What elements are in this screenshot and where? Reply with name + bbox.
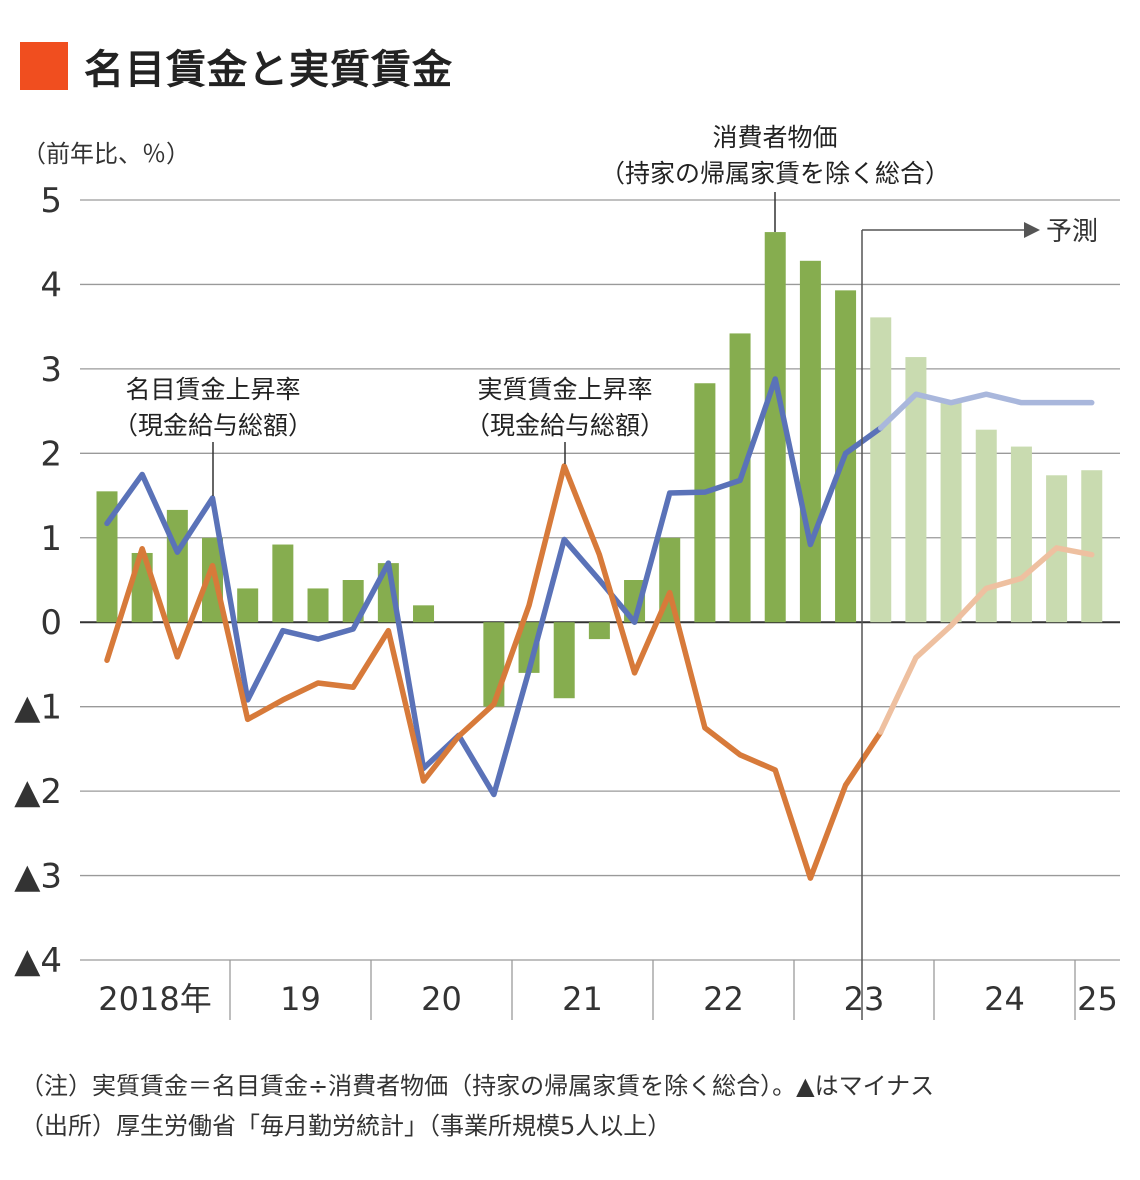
y-tick-label: 2 xyxy=(40,434,62,474)
cpi-bar xyxy=(413,605,435,623)
y-tick-label: 5 xyxy=(40,181,62,221)
nominal-wage-forecast-line xyxy=(877,391,1095,431)
chart-title: 名目賃金と実質賃金 xyxy=(84,47,453,93)
x-year-label: 21 xyxy=(562,980,603,1018)
cpi-bar xyxy=(870,317,892,623)
real-wage-label: （現金給与総額） xyxy=(465,411,665,440)
nominal-wage-label: （現金給与総額） xyxy=(113,411,313,440)
x-year-label: 2018年 xyxy=(98,980,211,1018)
x-year-label: 22 xyxy=(703,980,744,1018)
cpi-label: 消費者物価 xyxy=(712,123,837,152)
cpi-bar xyxy=(764,232,786,623)
cpi-bar xyxy=(799,260,821,623)
y-tick-label: ▲3 xyxy=(14,857,62,897)
chart-title-block: 名目賃金と実質賃金 xyxy=(20,38,453,94)
x-year-label: 20 xyxy=(421,980,462,1018)
y-tick-label: 3 xyxy=(40,350,62,390)
cpi-bar xyxy=(588,622,610,640)
cpi-bar xyxy=(940,400,962,623)
x-year-label: 25 xyxy=(1077,980,1118,1018)
forecast-arrow-head xyxy=(1024,222,1040,238)
real-wage-line xyxy=(104,463,884,881)
nominal-wage-label: 名目賃金上昇率 xyxy=(125,375,300,404)
cpi-bar xyxy=(1081,470,1103,623)
cpi-bar xyxy=(237,588,259,623)
footnote-source: （出所）厚生労働省「毎月勤労統計」（事業所規模5人以上） xyxy=(20,1112,672,1140)
cpi-bar xyxy=(905,357,927,623)
y-unit-label: （前年比、％） xyxy=(22,140,190,168)
cpi-bar xyxy=(272,544,294,623)
footnote-note: （注）実質賃金＝名目賃金÷消費者物価（持家の帰属家賃を除く総合）。▲はマイナス xyxy=(20,1072,935,1100)
title-accent-square xyxy=(20,42,68,90)
y-tick-label: 4 xyxy=(40,265,62,305)
y-tick-label: ▲4 xyxy=(14,941,62,981)
cpi-bar xyxy=(1010,446,1032,623)
cpi-bar xyxy=(166,509,188,623)
cpi-bar xyxy=(553,622,575,699)
cpi-bar xyxy=(483,622,505,707)
cpi-label: （持家の帰属家賃を除く総合） xyxy=(600,159,950,188)
cpi-bar xyxy=(202,537,224,623)
real-wage-label: 実質賃金上昇率 xyxy=(477,375,652,404)
y-tick-label: 0 xyxy=(40,603,62,643)
nominal-wage-line xyxy=(104,376,884,798)
x-year-label: 23 xyxy=(844,980,885,1018)
real-wage-forecast-line xyxy=(877,545,1095,735)
cpi-bar xyxy=(307,588,329,623)
x-year-label: 24 xyxy=(984,980,1025,1018)
x-year-label: 19 xyxy=(280,980,321,1018)
cpi-bar xyxy=(975,429,997,623)
y-tick-label: 1 xyxy=(40,519,62,559)
y-tick-label: ▲2 xyxy=(14,772,62,812)
cpi-bar xyxy=(96,491,118,623)
forecast-label: 予測 xyxy=(1046,217,1098,247)
y-tick-label: ▲1 xyxy=(14,688,62,728)
cpi-bar xyxy=(342,580,364,623)
cpi-bar xyxy=(694,383,716,623)
